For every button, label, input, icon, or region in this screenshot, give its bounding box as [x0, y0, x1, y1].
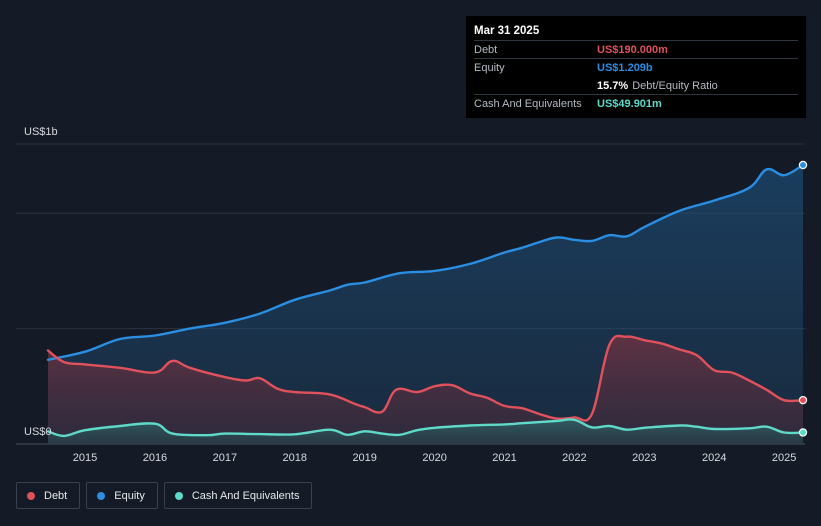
equity-line	[46, 163, 805, 361]
tooltip-ratio-value: 15.7%	[597, 79, 629, 92]
legend-item-cash[interactable]: Cash And Equivalents	[163, 482, 313, 509]
cash-line	[46, 418, 805, 438]
axis-labels: US$1b US$0 2015 2016 2017 2018 2019 2020 2021 202…	[24, 126, 796, 464]
cash-end-marker	[798, 428, 808, 437]
equity-dot-icon	[97, 491, 106, 500]
tooltip-ratio-label: Debt/Equity Ratio	[632, 79, 718, 92]
chart-legend: Debt Equity Cash And Equivalents	[16, 482, 313, 509]
cash-area	[48, 419, 803, 444]
x-tick-label-2018: 2018	[283, 452, 307, 464]
tooltip-row-equity: Equity US$1.209b	[474, 58, 798, 76]
tooltip-debt-label: Debt	[474, 43, 498, 56]
x-tick-label-2021: 2021	[492, 452, 516, 464]
legend-equity-label: Equity	[114, 489, 145, 502]
legend-debt-label: Debt	[44, 489, 68, 502]
x-tick-label-2015: 2015	[73, 452, 97, 464]
cash-dot-icon	[174, 491, 183, 500]
x-tick-label-2020: 2020	[422, 452, 446, 464]
tooltip-equity-label: Equity	[474, 61, 505, 74]
tooltip-cash-value: US$49.901m	[597, 97, 662, 110]
tooltip-row-debt: Debt US$190.000m	[474, 40, 798, 58]
tooltip-row-ratio: 15.7% Debt/Equity Ratio	[474, 76, 798, 94]
x-tick-label-2023: 2023	[632, 452, 656, 464]
legend-item-equity[interactable]: Equity	[86, 482, 158, 509]
x-tick-label-2025: 2025	[772, 452, 796, 464]
y-axis-label-1: US$0	[24, 426, 52, 438]
debt-line	[46, 334, 805, 422]
x-tick-label-2016: 2016	[143, 452, 167, 464]
y-axis-label-0: US$1b	[24, 126, 58, 138]
debt-dot-icon	[27, 491, 35, 500]
tooltip-row-cash: Cash And Equivalents US$49.901m	[474, 94, 798, 112]
tooltip-cash-label: Cash And Equivalents	[474, 97, 582, 110]
tooltip-equity-value: US$1.209b	[597, 61, 653, 74]
x-tick-label-2019: 2019	[352, 452, 376, 464]
x-tick-label-2022: 2022	[562, 452, 586, 464]
x-tick-label-2017: 2017	[213, 452, 237, 464]
tooltip-debt-value: US$190.000m	[597, 43, 668, 56]
debt-end-marker	[798, 395, 808, 405]
equity-end-marker	[798, 160, 808, 170]
series-end-markers	[798, 160, 808, 437]
tooltip-date: Mar 31 2025	[474, 25, 540, 37]
hover-tooltip: Mar 31 2025 Debt US$190.000m Equity US$1…	[466, 16, 806, 118]
legend-cash-label: Cash And Equivalents	[191, 489, 300, 502]
series-lines	[46, 163, 805, 438]
legend-item-debt[interactable]: Debt	[16, 482, 81, 509]
x-tick-label-2024: 2024	[702, 452, 726, 464]
